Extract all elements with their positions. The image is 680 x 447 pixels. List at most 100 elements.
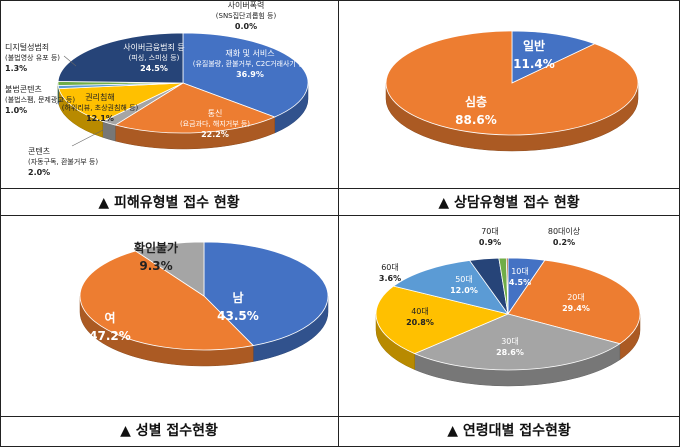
slice-label: 심층 (465, 94, 487, 109)
label-권리침해: 권리침해(허위리뷰, 초상권침해 등) 12.1% (62, 92, 139, 123)
caption-damage-type: ▲ 피해유형별 접수 현황 (98, 195, 240, 211)
slice-percent: 24.5% (140, 64, 168, 73)
slice-percent: 88.6% (455, 113, 497, 127)
slice-percent: 22.2% (201, 130, 229, 139)
slice-percent: 2.0% (28, 168, 50, 177)
slice-percent: 20.8% (406, 318, 434, 327)
leader-line (71, 129, 104, 147)
slice-label: 30대 (501, 337, 519, 346)
slice-label: 통신 (208, 109, 223, 118)
slice-percent: 12.0% (450, 286, 478, 295)
slice-percent: 0.9% (479, 238, 501, 247)
label-사이버금융범죄-등: 사이버금융범죄 등(피싱, 스미싱 등) 24.5% (123, 42, 184, 73)
divider-bottom-caption (0, 416, 680, 417)
pie-slice-심층 (385, 30, 639, 136)
slice-percent: 3.6% (379, 274, 401, 283)
label-남: 남 43.5% (217, 290, 259, 323)
pie-slice-20대 (507, 259, 641, 345)
leader-line (55, 97, 65, 105)
slice-percent: 1.0% (5, 106, 27, 115)
slice-label: 불법콘텐츠 (5, 84, 42, 94)
label-30대: 30대 28.6% (496, 337, 524, 357)
slice-label: 40대 (411, 307, 429, 316)
slice-label: 일반 (523, 38, 545, 53)
label-여: 여 47.2% (89, 310, 131, 343)
slice-percent: 0.2% (553, 238, 575, 247)
slice-label: 여 (104, 310, 115, 325)
vertical-divider (338, 0, 339, 447)
slice-label: 사이버금융범죄 등 (123, 42, 184, 52)
pie-slice-확인불가 (134, 241, 205, 297)
pie-chart-gender: 남 43.5% 여 47.2% 확인불가 9.3% (79, 240, 329, 367)
pie-slice-일반 (511, 30, 596, 84)
label-일반: 일반 11.4% (513, 38, 555, 71)
pie-chart-age: 10대 4.5% 20대 29.4% 30대 28.6% 40대 20.8% 50대 12.0% 6… (375, 226, 641, 387)
slice-label: 남 (232, 290, 243, 305)
label-80대이상: 80대이상 0.2% (548, 226, 581, 247)
slice-percent: 43.5% (217, 309, 259, 323)
slice-sublabel: (자동구독, 환불거부 등) (28, 157, 98, 166)
slice-sublabel: (피싱, 스미싱 등) (129, 53, 180, 62)
slice-label: 50대 (455, 275, 473, 284)
pie-slice-남 (203, 241, 329, 346)
slice-percent: 29.4% (562, 304, 590, 313)
label-40대: 40대 20.8% (406, 307, 434, 327)
label-불법콘텐츠: 불법콘텐츠(불법스팸, 문제광고 등) 1.0% (5, 84, 75, 115)
slice-label: 80대이상 (548, 226, 581, 236)
caption-consult-type: ▲ 상담유형별 접수 현황 (438, 195, 580, 211)
slice-percent: 9.3% (139, 259, 172, 273)
label-확인불가: 확인불가 9.3% (134, 240, 178, 273)
label-심층: 심층 88.6% (455, 94, 497, 127)
label-10대: 10대 4.5% (509, 267, 531, 287)
slice-label: 권리침해 (85, 92, 114, 102)
slice-sublabel: (SNS집단괴롭힘 등) (216, 11, 277, 20)
pie-slice-30대 (413, 313, 621, 371)
slice-sublabel: (허위리뷰, 초상권침해 등) (62, 103, 139, 112)
leader-line (63, 55, 77, 67)
slice-percent: 12.1% (86, 114, 114, 123)
slice-label: 60대 (381, 263, 399, 272)
slice-sublabel: (불법스팸, 문제광고 등) (5, 95, 75, 104)
label-디지털성범죄: 디지털성범죄(불법영상 유포 등) 1.3% (5, 42, 60, 73)
slice-percent: 47.2% (89, 329, 131, 343)
divider-top-caption (0, 188, 680, 189)
pie-chart-damage-type: 재화 및 서비스(유질불량, 환불거부, C2C거래사기 등) 36.9% 통신(요… (5, 0, 309, 177)
slice-label: 디지털성범죄 (5, 42, 49, 52)
pie-slice-사이버금융범죄-등 (57, 32, 184, 84)
slice-label: 재화 및 서비스 (225, 48, 274, 58)
caption-gender: ▲ 성별 접수현황 (120, 423, 218, 439)
slice-percent: 11.4% (513, 57, 555, 71)
label-재화-및-서비스: 재화 및 서비스(유질불량, 환불거부, C2C거래사기 등) 36.9% (193, 48, 308, 79)
divider-middle (0, 215, 680, 216)
slice-percent: 4.5% (509, 278, 531, 287)
slice-percent: 0.0% (235, 22, 257, 31)
label-20대: 20대 29.4% (562, 293, 590, 313)
slice-sublabel: (유질불량, 환불거부, C2C거래사기 등) (193, 59, 308, 68)
slice-label: 10대 (511, 267, 529, 276)
slice-label: 확인불가 (134, 240, 178, 255)
slice-label: 20대 (567, 293, 585, 302)
pie-chart-consult-type: 일반 11.4% 심층 88.6% (385, 30, 639, 152)
slice-sublabel: (불법영상 유포 등) (5, 53, 60, 62)
pie-slice-권리침해 (58, 82, 184, 122)
slice-label: 사이버폭력 (228, 0, 265, 10)
label-70대: 70대 0.9% (479, 227, 501, 247)
label-60대: 60대 3.6% (379, 263, 401, 283)
slice-percent: 1.3% (5, 64, 27, 73)
pie-slice-40대 (375, 285, 510, 355)
pie-slice-통신 (114, 82, 276, 134)
pie-slice-재화-및-서비스 (182, 32, 309, 118)
pie-slice-50대 (392, 259, 509, 315)
caption-age: ▲ 연령대별 접수현황 (447, 423, 571, 439)
label-사이버폭력: 사이버폭력(SNS집단괴롭힘 등) 0.0% (216, 0, 277, 31)
slice-label: 70대 (481, 227, 499, 236)
slice-percent: 36.9% (236, 70, 264, 79)
pie-slice-80대이상 (505, 257, 509, 315)
pie-slice-여 (79, 250, 255, 351)
label-통신: 통신(요금과다, 해지거부 등) 22.2% (180, 109, 250, 139)
slice-sublabel: (요금과다, 해지거부 등) (180, 119, 250, 128)
label-50대: 50대 12.0% (450, 275, 478, 295)
slice-label: 콘텐츠 (28, 146, 50, 156)
label-콘텐츠: 콘텐츠(자동구독, 환불거부 등) 2.0% (28, 146, 98, 177)
slice-percent: 28.6% (496, 348, 524, 357)
